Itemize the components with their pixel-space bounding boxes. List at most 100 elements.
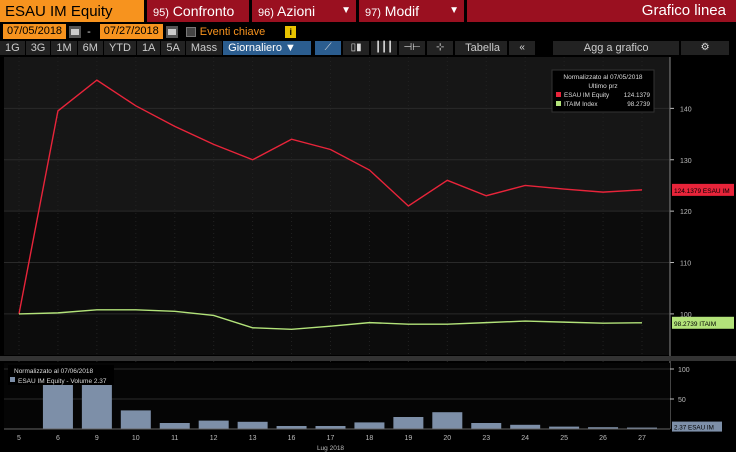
chart-area[interactable]: 100 110 120 130 140 124.1379 ESAU IM 98.2739 I… [0,57,736,452]
chevron-down-icon: ▼ [449,5,459,16]
date-separator: - [87,25,91,38]
modify-button[interactable]: 97) Modif ▼ [359,0,464,22]
volume-bar [432,412,463,429]
line-chart-icon[interactable]: ⟋ [315,41,342,55]
volume-legend-swatch [10,377,15,382]
volume-bar [510,424,541,429]
volume-bar [354,422,385,429]
volume-bar [315,426,346,429]
range-5a[interactable]: 5A [161,41,185,55]
volume-bar [627,427,657,429]
legend-box [551,69,655,113]
add-to-chart-button[interactable]: Agg a grafico [553,41,680,55]
y-tick-label: 130 [680,158,692,165]
y-tick-label: 120 [680,209,692,216]
volume-bar [198,420,229,429]
pin-icon[interactable]: ⊹ [427,41,454,55]
last-price-tag-bg [672,183,734,196]
volume-plot-bg [4,363,670,429]
x-tick-label: 24 [521,435,529,442]
start-date-field[interactable]: 07/05/2018 [3,24,67,39]
x-tick-label: 12 [210,435,218,442]
calendar-icon[interactable] [69,25,82,38]
x-tick-label: 16 [288,435,296,442]
end-date-field[interactable]: 07/27/2018 [99,24,163,39]
y-tick-label: 100 [680,312,692,319]
volume-tick-label: 100 [678,367,690,374]
range-bar: 1G 3G 1M 6M YTD 1A 5A Mass Giornaliero ▼… [0,40,736,56]
ohlc-icon[interactable]: ⊣⊢ [399,41,426,55]
volume-bar [120,410,151,429]
calendar-icon[interactable] [165,25,178,38]
range-ytd[interactable]: YTD [103,41,136,55]
volume-tag: 2.37 ESAU IM [674,425,714,432]
volume-legend-box [8,365,114,385]
y-tick-label: 140 [680,106,692,113]
table-button[interactable]: Tabella [455,41,508,55]
x-tick-label: 11 [171,435,178,442]
y-tick-label: 110 [680,261,691,268]
candlestick-icon[interactable]: ▯▮ [343,41,370,55]
info-icon[interactable]: i [285,25,297,38]
volume-bar [393,417,424,429]
volume-bar [159,423,190,429]
key-events-checkbox[interactable] [185,26,196,37]
collapse-icon[interactable]: « [509,41,536,55]
range-6m[interactable]: 6M [77,41,103,55]
chart-svg: 100 110 120 130 140 124.1379 ESAU IM 98.2739 I… [0,57,736,452]
x-tick-label: 5 [17,435,21,442]
frequency-select[interactable]: Giornaliero ▼ [223,41,312,55]
actions-label: Azioni [277,3,316,19]
actions-button[interactable]: 96) Azioni ▼ [252,0,356,22]
legend-swatch [556,101,561,106]
last-price-tag: 98.2739 ITAIM [674,321,716,328]
top-toolbar: ESAU IM Equity 95) Confronto 96) Azioni … [0,0,736,22]
legend-entry-value: 124.1379 [624,92,651,99]
range-1g[interactable]: 1G [0,41,25,55]
x-tick-label: 17 [327,435,335,442]
ticker-field[interactable]: ESAU IM Equity [0,0,144,22]
modify-label: Modif [384,3,420,19]
last-price-tag-bg [672,316,734,329]
volume-bar [588,427,619,429]
legend-entry-value: 98.2739 [627,101,650,108]
volume-legend-title: Normalizzato al 07/06/2018 [14,368,94,375]
x-tick-label: 10 [132,435,140,442]
gear-icon[interactable]: ⚙ [681,41,730,55]
x-tick-label: 23 [482,435,490,442]
compare-button[interactable]: 95) Confronto [147,0,249,22]
volume-legend-entry: ESAU IM Equity - Volume 2.37 [18,378,107,385]
pane-separator [0,356,736,361]
key-events-label: Eventi chiave [199,25,266,38]
legend-swatch [556,92,561,97]
x-tick-label: 20 [443,435,451,442]
series-line-esau [18,79,643,315]
x-tick-label: 18 [366,435,374,442]
x-tick-label: 26 [599,435,607,442]
modify-number: 97) [365,7,381,19]
actions-number: 96) [258,7,274,19]
volume-bar [471,423,502,429]
x-tick-label: 13 [249,435,257,442]
volume-tick-label: 50 [678,397,686,404]
legend-entry-name: ESAU IM Equity [564,92,610,99]
compare-number: 95) [153,7,169,19]
x-tick-label: 19 [404,435,412,442]
x-tick-label: 9 [95,435,99,442]
last-price-tag: 124.1379 ESAU IM [674,188,730,195]
legend-subtitle: Ultimo prz [588,83,617,90]
x-tick-label: 25 [560,435,568,442]
x-tick-label: 6 [56,435,60,442]
volume-bar [549,426,580,429]
legend-entry-name: ITAIM Index [564,101,598,108]
range-1m[interactable]: 1M [51,41,77,55]
range-3g[interactable]: 3G [25,41,51,55]
range-1a[interactable]: 1A [136,41,161,55]
chevron-down-icon: ▼ [341,5,351,16]
range-max[interactable]: Mass [185,41,223,55]
compare-label: Confronto [172,3,235,19]
x-axis-month-label: Lug 2018 [317,445,344,452]
legend-title: Normalizzato al 07/05/2018 [563,74,643,81]
bar-chart-icon[interactable]: ┃┃┃ [371,41,398,55]
